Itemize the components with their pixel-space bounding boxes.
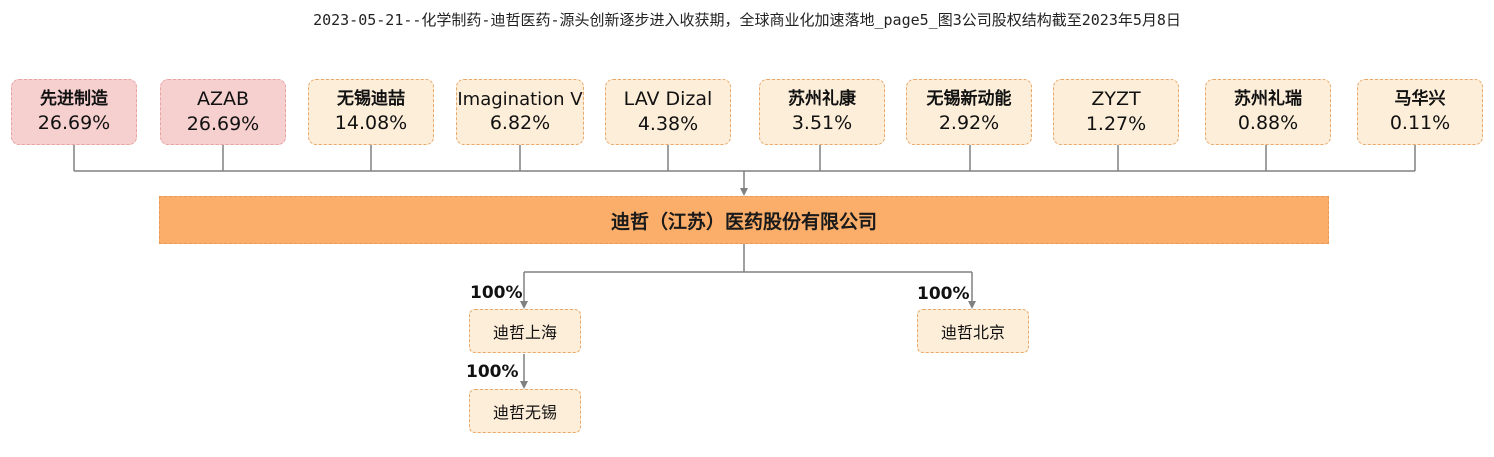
shareholder-name: AZAB: [196, 88, 250, 111]
shareholder-pct: 6.82%: [489, 112, 551, 135]
shareholder-name: 马华兴: [1394, 89, 1446, 110]
shareholder-box: 苏州礼康 3.51%: [759, 79, 885, 145]
ownership-pct-label: 100%: [917, 284, 970, 304]
subsidiary-box: 迪哲无锡: [469, 389, 581, 433]
ownership-pct-label: 100%: [470, 283, 523, 303]
shareholder-name: ZYZT: [1091, 88, 1141, 111]
subsidiary-box: 迪哲北京: [917, 309, 1029, 353]
shareholder-box: 马华兴 0.11%: [1357, 79, 1483, 145]
shareholder-box: ZYZT 1.27%: [1053, 79, 1179, 145]
shareholder-name: 苏州礼瑞: [1234, 89, 1302, 110]
shareholder-pct: 1.27%: [1085, 113, 1147, 135]
company-box: 迪哲（江苏）医药股份有限公司: [159, 196, 1329, 244]
shareholder-name: Imagination V: [457, 88, 583, 110]
ownership-pct-label: 100%: [466, 362, 519, 382]
shareholder-pct: 3.51%: [791, 111, 853, 134]
shareholder-box: 无锡迪喆 14.08%: [308, 79, 434, 145]
shareholder-name: 无锡新动能: [926, 89, 1012, 110]
shareholder-pct: 0.88%: [1237, 111, 1299, 134]
shareholder-box: Imagination V 6.82%: [456, 79, 584, 145]
shareholder-name: 无锡迪喆: [337, 89, 405, 110]
shareholder-box: 先进制造 26.69%: [11, 79, 137, 145]
shareholder-pct: 14.08%: [334, 111, 408, 134]
shareholder-box: LAV Dizal 4.38%: [605, 79, 731, 145]
shareholder-pct: 26.69%: [186, 113, 260, 135]
shareholder-name: 苏州礼康: [788, 89, 856, 110]
shareholder-pct: 0.11%: [1389, 111, 1451, 134]
shareholder-pct: 26.69%: [37, 111, 111, 134]
shareholder-name: LAV Dizal: [623, 88, 713, 111]
subsidiary-box: 迪哲上海: [469, 309, 581, 353]
shareholder-box: 苏州礼瑞 0.88%: [1205, 79, 1331, 145]
shareholder-pct: 4.38%: [637, 113, 699, 135]
shareholder-box: 无锡新动能 2.92%: [906, 79, 1032, 145]
shareholder-box: AZAB 26.69%: [160, 79, 286, 145]
page-title: 2023-05-21--化学制药-迪哲医药-源头创新逐步进入收获期，全球商业化加…: [313, 11, 1181, 29]
shareholder-name: 先进制造: [40, 89, 108, 110]
shareholder-pct: 2.92%: [938, 111, 1000, 134]
